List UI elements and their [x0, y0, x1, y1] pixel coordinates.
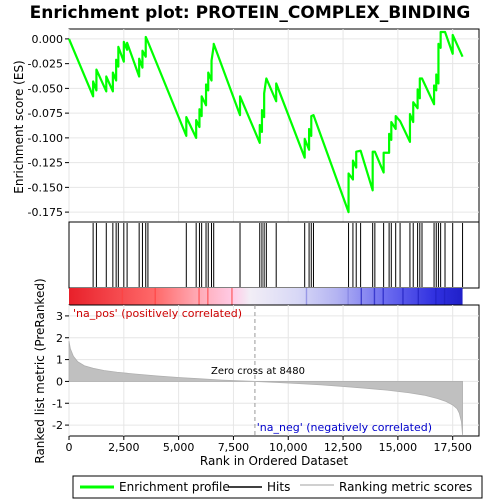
x-tick-label: 2,500 — [108, 441, 140, 454]
x-tick-label: 15,000 — [379, 441, 418, 454]
zero-cross-label: Zero cross at 8480 — [211, 366, 305, 377]
x-tick-label: 10,000 — [269, 441, 308, 454]
heatmap-stripe — [373, 288, 376, 305]
es-y-tick-label: -0.050 — [28, 82, 63, 95]
es-plot-frame — [68, 28, 480, 223]
es-panel: 0.000 -0.025 -0.050 -0.075 -0.100 -0.125 -0.15… — [12, 28, 480, 223]
metric-y-tick-label: 2 — [56, 332, 63, 345]
heatmap-stripe — [435, 288, 437, 305]
heatmap-bar — [69, 288, 463, 305]
x-tick-label: 0 — [66, 441, 73, 454]
heatmap-stripe — [207, 288, 209, 305]
x-axis-label: Rank in Ordered Dataset — [200, 454, 348, 468]
legend-metric-label: Ranking metric scores — [339, 480, 472, 494]
legend: Enrichment profile Hits Ranking metric s… — [72, 475, 483, 499]
x-tick-label: 12,500 — [324, 441, 363, 454]
metric-area — [68, 340, 463, 435]
es-profile-layer — [67, 30, 464, 214]
metric-y-ticks: 3 2 1 0 -1 -2 — [52, 310, 69, 432]
es-y-tick-label: -0.175 — [28, 206, 63, 219]
es-y-tick-label: -0.025 — [28, 58, 63, 71]
heatmap-stripe — [154, 288, 156, 305]
heatmap-stripe — [347, 288, 349, 305]
chart-title: Enrichment plot: PROTEIN_COMPLEX_BINDING — [30, 3, 471, 23]
es-y-tick-label: -0.075 — [28, 107, 63, 120]
metric-y-tick-label: -2 — [52, 419, 63, 432]
x-tick-label: 7,500 — [218, 441, 250, 454]
es-y-ticks: 0.000 -0.025 -0.050 -0.075 -0.100 -0.125 -0.15… — [28, 33, 69, 219]
es-profile-line — [67, 30, 464, 214]
heatmap-stripe — [443, 288, 446, 305]
pos-correlated-label: 'na_pos' (positively correlated) — [73, 307, 242, 320]
metric-panel: 3 2 1 0 -1 -2 Zero cross at 8480 'na_pos' (po… — [33, 278, 480, 464]
es-y-axis-label: Enrichment score (ES) — [12, 60, 26, 193]
heatmap-gradient — [69, 288, 463, 305]
es-gridlines — [68, 29, 479, 222]
heatmap-stripe — [305, 288, 308, 305]
legend-profile-label: Enrichment profile — [119, 480, 230, 494]
metric-y-tick-label: 1 — [56, 354, 63, 367]
es-y-tick-label: -0.125 — [28, 157, 63, 170]
heatmap-stripe — [402, 288, 404, 305]
heatmap-stripe — [121, 288, 124, 305]
hit-marks — [92, 223, 464, 287]
legend-box — [72, 475, 483, 499]
x-tick-label: 17,500 — [433, 441, 472, 454]
hits-panel — [68, 221, 480, 289]
heatmap-stripe — [382, 288, 384, 305]
legend-hits-label: Hits — [267, 480, 290, 494]
metric-y-axis-label: Ranked list metric (PreRanked) — [33, 278, 47, 463]
metric-area-layer — [68, 340, 463, 435]
x-tick-label: 5,000 — [163, 441, 195, 454]
metric-y-tick-label: -1 — [52, 397, 63, 410]
es-y-tick-label: -0.150 — [28, 181, 63, 194]
heatmap-stripe — [231, 288, 233, 305]
metric-plot-frame — [68, 304, 480, 437]
heatmap-stripes — [121, 288, 446, 305]
neg-correlated-label: 'na_neg' (negatively correlated) — [257, 421, 432, 434]
heatmap-stripe — [360, 288, 363, 305]
x-axis-ticks: 0 2,500 5,000 7,500 10,000 12,500 15,000 17,500 — [66, 436, 472, 454]
hits-frame — [68, 221, 480, 289]
metric-y-tick-label: 3 — [56, 310, 63, 323]
es-y-tick-label: 0.000 — [32, 33, 64, 46]
metric-y-tick-label: 0 — [56, 375, 63, 388]
heatmap-stripe — [417, 288, 420, 305]
es-y-tick-label: -0.100 — [28, 132, 63, 145]
heatmap-stripe — [198, 288, 200, 305]
